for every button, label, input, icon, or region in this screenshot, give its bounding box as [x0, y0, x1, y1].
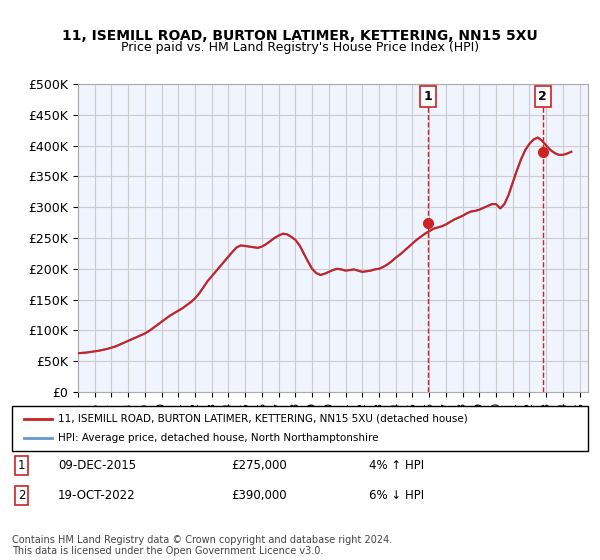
Text: 1: 1 — [424, 90, 432, 103]
Text: 11, ISEMILL ROAD, BURTON LATIMER, KETTERING, NN15 5XU: 11, ISEMILL ROAD, BURTON LATIMER, KETTER… — [62, 29, 538, 44]
Text: 2: 2 — [538, 90, 547, 103]
Text: 19-OCT-2022: 19-OCT-2022 — [58, 489, 136, 502]
Text: 2: 2 — [18, 489, 25, 502]
Text: £390,000: £390,000 — [231, 489, 287, 502]
Text: 1: 1 — [18, 459, 25, 472]
FancyBboxPatch shape — [12, 406, 588, 451]
Text: Price paid vs. HM Land Registry's House Price Index (HPI): Price paid vs. HM Land Registry's House … — [121, 41, 479, 54]
Text: 6% ↓ HPI: 6% ↓ HPI — [369, 489, 424, 502]
Text: Contains HM Land Registry data © Crown copyright and database right 2024.
This d: Contains HM Land Registry data © Crown c… — [12, 535, 392, 557]
Text: 4% ↑ HPI: 4% ↑ HPI — [369, 459, 424, 472]
Text: £275,000: £275,000 — [231, 459, 287, 472]
Text: 11, ISEMILL ROAD, BURTON LATIMER, KETTERING, NN15 5XU (detached house): 11, ISEMILL ROAD, BURTON LATIMER, KETTER… — [58, 413, 468, 423]
Text: 09-DEC-2015: 09-DEC-2015 — [58, 459, 136, 472]
Text: HPI: Average price, detached house, North Northamptonshire: HPI: Average price, detached house, Nort… — [58, 433, 379, 444]
